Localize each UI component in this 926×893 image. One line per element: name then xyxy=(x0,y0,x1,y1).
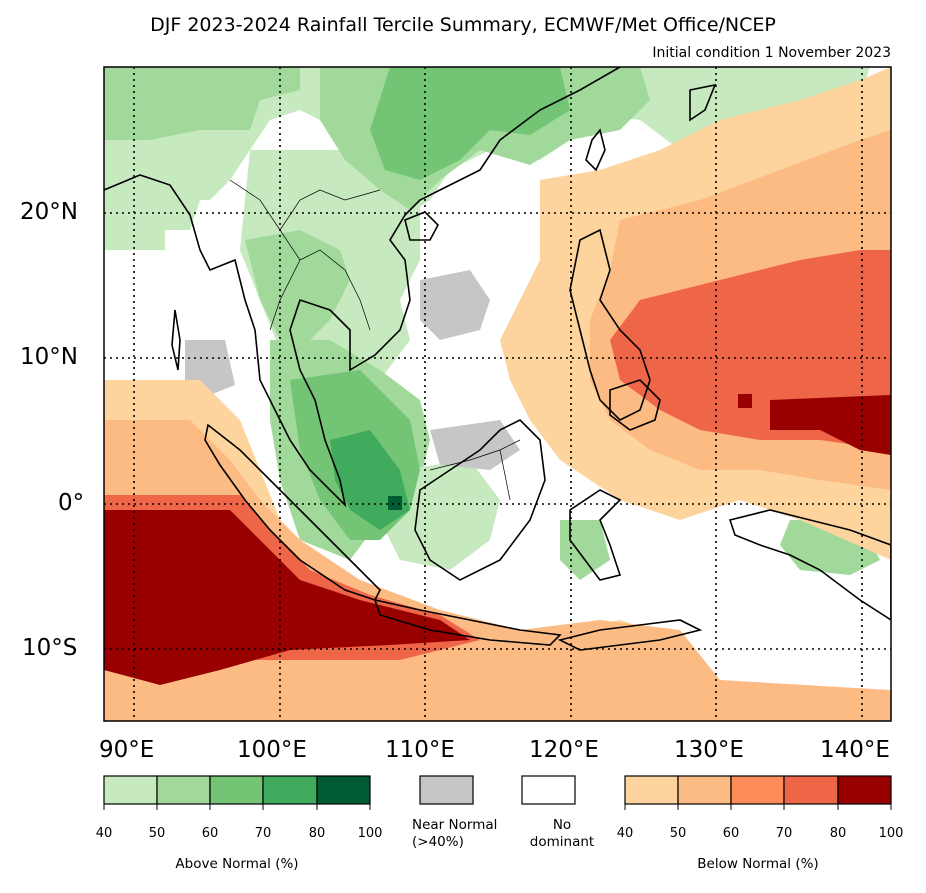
lon-label-100e: 100°E xyxy=(237,737,307,763)
coastlines xyxy=(104,67,891,651)
above-normal-swatch-40-50 xyxy=(103,775,158,805)
an-tick-70: 70 xyxy=(254,826,272,841)
above-normal-region-sulawesi xyxy=(560,520,610,580)
above-normal-region-core xyxy=(370,67,570,180)
below-normal-swatch-50-60 xyxy=(677,775,732,805)
bn-tick-80: 80 xyxy=(829,826,847,841)
coastline-taiwan xyxy=(585,128,606,172)
below-normal-swatch-40-50 xyxy=(624,775,679,805)
no-dominant-swatch xyxy=(521,775,576,805)
coastline-hainan xyxy=(404,211,439,241)
coastline-borneo xyxy=(414,419,546,581)
gridlines xyxy=(104,67,891,721)
near-normal-region-southchinasea xyxy=(420,270,490,340)
coastline-philippines xyxy=(569,228,651,421)
bn-tick-70: 70 xyxy=(775,826,793,841)
above-normal-swatch-50-60 xyxy=(156,775,211,805)
coastline-sulawesi xyxy=(569,489,622,581)
below-normal-peak-cell xyxy=(738,394,752,408)
colorbar-above-normal xyxy=(103,775,371,805)
below-normal-swatch-60-70 xyxy=(730,775,785,805)
lat-label-0: 0° xyxy=(58,490,85,516)
bn-tick-60: 60 xyxy=(722,826,740,841)
colorbar-below-normal xyxy=(624,775,892,805)
coastline-mindanao xyxy=(609,379,661,431)
an-tick-100: 100 xyxy=(357,826,383,841)
border-lines xyxy=(229,179,521,501)
map-subtitle: Initial condition 1 November 2023 xyxy=(652,45,891,61)
country-borders xyxy=(229,179,521,501)
below-normal-caption: Below Normal (%) xyxy=(697,856,819,872)
map-title: DJF 2023-2024 Rainfall Tercile Summary, … xyxy=(150,14,776,36)
an-tick-40: 40 xyxy=(95,826,113,841)
above-normal-peak-cell xyxy=(388,496,402,510)
lon-label-140e: 140°E xyxy=(820,737,890,763)
colorbar-tick-marks xyxy=(103,804,892,810)
coastline-newguinea xyxy=(728,509,891,621)
bn-tick-40: 40 xyxy=(616,826,634,841)
coastline-hokkaido-islands xyxy=(689,83,717,122)
lat-label-10n: 10°N xyxy=(20,344,78,370)
above-normal-region-south-china xyxy=(104,67,300,140)
lat-label-10s: 10°S xyxy=(22,635,78,661)
lon-label-110e: 110°E xyxy=(385,737,455,763)
above-normal-swatch-70-80 xyxy=(262,775,318,805)
near-normal-swatch xyxy=(419,775,474,805)
an-tick-60: 60 xyxy=(201,826,219,841)
lon-label-90e: 90°E xyxy=(99,737,155,763)
bn-tick-100: 100 xyxy=(878,826,904,841)
coastline-lesser-sunda xyxy=(557,619,703,651)
lon-label-120e: 120°E xyxy=(529,737,599,763)
bn-tick-50: 50 xyxy=(669,826,687,841)
lat-label-20n: 20°N xyxy=(20,199,78,225)
lon-label-130e: 130°E xyxy=(674,737,744,763)
above-normal-swatch-80-100 xyxy=(316,775,371,805)
below-normal-region-pacific-core xyxy=(770,395,891,455)
near-normal-caption: Near Normal (>40%) xyxy=(412,817,498,850)
above-normal-region-thailand xyxy=(245,230,350,350)
below-normal-region-indian-ocean-core xyxy=(104,510,470,685)
no-dominant-caption: No dominant xyxy=(529,817,595,850)
below-normal-swatch-70-80 xyxy=(783,775,839,805)
above-normal-swatch-60-70 xyxy=(209,775,264,805)
above-normal-caption: Above Normal (%) xyxy=(175,856,299,872)
an-tick-50: 50 xyxy=(148,826,166,841)
below-normal-swatch-80-100 xyxy=(837,775,892,805)
coastline-asia-mainland xyxy=(104,67,621,508)
coastline-andaman xyxy=(171,309,181,371)
an-tick-80: 80 xyxy=(308,826,326,841)
map-frame xyxy=(103,66,892,722)
coastline-java xyxy=(373,598,562,646)
